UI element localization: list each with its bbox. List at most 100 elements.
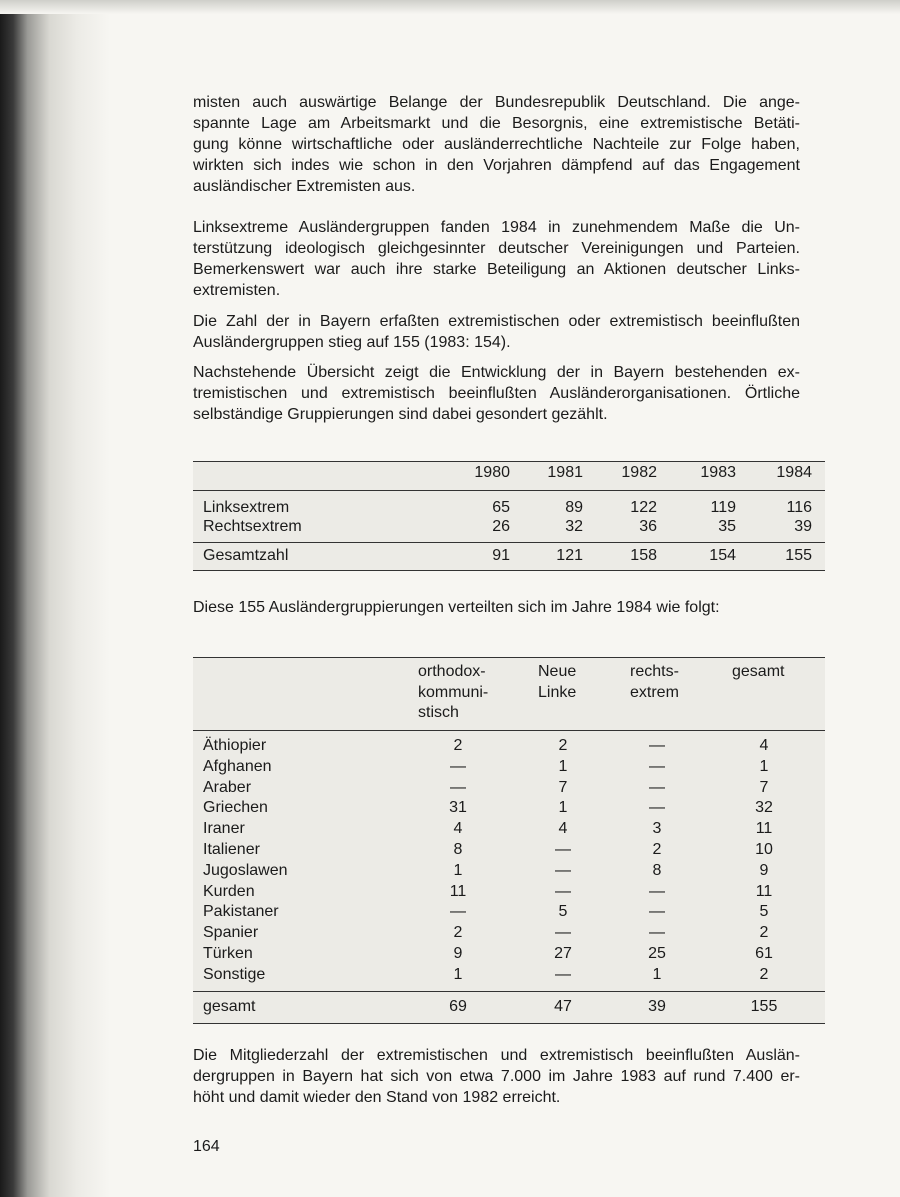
cell: 119 [710,499,736,516]
column-header: orthodox- [418,663,486,680]
cell: — [555,882,571,900]
cell: — [649,778,665,796]
cell: 8 [453,841,463,858]
paragraph-line: Nachstehende Übersicht zeigt die Entwick… [193,364,800,381]
paragraph-line: ausländischer Extremisten aus. [193,178,416,195]
column-header: kommuni- [418,683,489,701]
cell: — [555,861,571,879]
column-header: 1983 [700,464,736,481]
row-label: Gesamtzahl [203,547,289,564]
row-label: Jugoslawen [203,861,288,879]
cell: — [555,924,571,942]
cell: — [649,799,665,817]
cell: — [649,737,665,754]
cell: 1 [453,965,463,983]
paragraph-line: Bemerkenswert war auch ihre starke Betei… [193,261,800,278]
column-header: rechts- [630,663,679,680]
column-header: Neue [538,663,577,680]
paragraph-line: terstützung ideologisch gleichgesinnter … [193,240,800,257]
cell: 36 [639,518,657,535]
cell: 154 [709,547,736,564]
paragraph-line: gung könne wirtschaftliche oder auslände… [193,136,800,153]
cell: — [450,778,466,796]
cell: 9 [453,945,463,962]
cell: 11 [755,882,773,900]
cell: 11 [449,882,467,900]
cell: 8 [652,861,662,879]
paragraph-line: wirkten sich indes wie schon in den Vorj… [193,157,800,174]
cell: 1 [453,861,463,879]
cell: 2 [453,737,463,754]
paragraph-line: Linksextreme Ausländergruppen fanden 198… [193,219,800,236]
cell: — [649,903,665,921]
cell: — [649,882,665,900]
cell: 7 [759,778,769,796]
row-label: Araber [203,778,252,796]
table-rule [193,542,825,543]
cell: 65 [492,499,510,516]
paragraph-line: Die Zahl der in Bayern erfaßten extremis… [193,313,800,330]
paragraph-line: tremistischen und extremistisch beeinflu… [193,385,800,402]
cell: 2 [759,924,769,942]
page-edge [0,0,900,14]
caption: Diese 155 Ausländergruppierungen verteil… [193,599,720,616]
column-header: gesamt [732,663,785,680]
cell: 32 [565,518,583,535]
column-header: 1982 [621,464,657,481]
cell: 89 [565,499,583,516]
paragraph-line: extremisten. [193,282,281,299]
row-label: Sonstige [203,965,266,983]
cell: 39 [794,518,812,535]
row-label: gesamt [203,998,256,1015]
cell: 39 [648,998,666,1015]
table-rule [193,991,825,992]
table-rule [193,730,825,731]
paragraph-line: Die Mitgliederzahl der extremistischen u… [193,1047,800,1064]
paragraph-line: misten auch auswärtige Belange der Bunde… [193,94,800,111]
cell: 25 [648,945,666,962]
table-rule [193,461,825,462]
paragraph-line: höht und damit wieder den Stand von 1982… [193,1089,561,1106]
column-header: 1980 [474,464,510,481]
cell: 155 [785,547,812,564]
row-label: Spanier [203,924,259,942]
table-rule [193,570,825,571]
cell: 2 [652,841,662,858]
cell: — [450,903,466,921]
row-label: Kurden [203,882,255,900]
row-label: Afghanen [203,757,272,775]
cell: 69 [449,998,467,1015]
column-header: extrem [630,683,679,701]
column-header: Linke [538,683,577,701]
cell: 9 [759,861,769,879]
cell: 4 [558,820,568,838]
cell: 3 [652,820,662,838]
row-label: Pakistaner [203,903,279,921]
cell: 1 [759,757,769,775]
cell: 122 [630,499,657,516]
cell: 10 [755,841,773,858]
row-label: Griechen [203,799,268,817]
cell: 11 [755,820,773,838]
row-label: Äthiopier [203,737,267,754]
cell: — [649,924,665,942]
column-header: stisch [418,704,459,721]
cell: 35 [718,518,736,535]
cell: — [555,965,571,983]
book-edge [0,0,110,1197]
cell: 158 [630,547,657,564]
table-rule [193,1023,825,1024]
table-rule [193,657,825,658]
cell: 1 [652,965,662,983]
cell: 31 [449,799,467,817]
cell: — [450,757,466,775]
column-header: 1981 [547,464,583,481]
paragraph-line: spannte Lage am Arbeitsmarkt und die Bes… [193,115,800,132]
paragraph-line: selbständige Gruppierungen sind dabei ge… [193,406,608,423]
cell: 4 [453,820,463,838]
cell: 27 [554,945,572,962]
page-number: 164 [193,1138,220,1155]
cell: 26 [492,518,510,535]
cell: 1 [558,757,568,775]
